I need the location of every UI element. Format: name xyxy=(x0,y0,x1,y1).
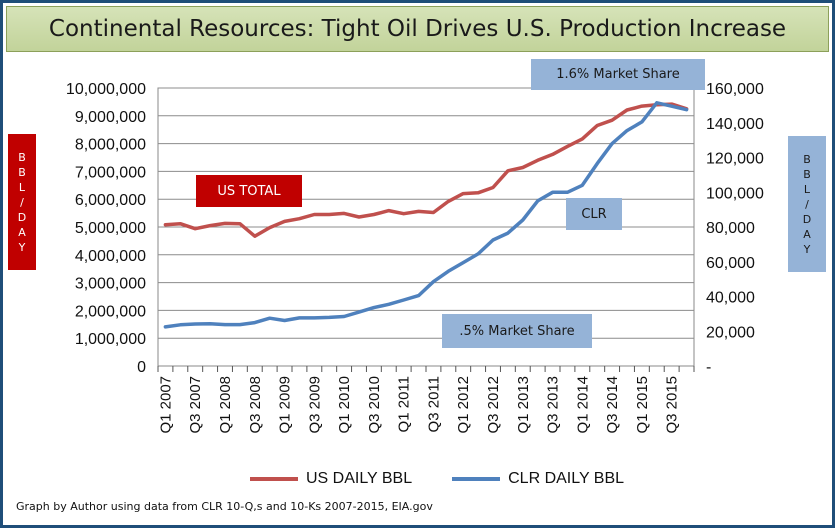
legend-item-us: US DAILY BBL xyxy=(250,470,412,488)
left-tick-label: 10,000,000 xyxy=(66,81,146,98)
x-tick-label: Q1 2011 xyxy=(396,376,413,432)
clr-badge: CLR xyxy=(566,198,622,230)
right-tick-label: 100,000 xyxy=(706,185,764,202)
x-axis: Q1 2007 Q3 2007 Q1 2008 Q3 2008 Q1 2009 Q3 20… xyxy=(157,366,695,434)
x-tick-label: Q1 2010 xyxy=(336,376,353,434)
right-tick-label: 120,000 xyxy=(706,151,764,168)
axis-title-letter: A xyxy=(803,227,811,241)
chart-title: Continental Resources: Tight Oil Drives … xyxy=(48,16,787,42)
us-total-badge: US TOTAL xyxy=(196,175,302,207)
left-tick-label: 9,000,000 xyxy=(75,109,146,126)
series-lines xyxy=(163,101,689,329)
right-tick-label: 80,000 xyxy=(706,220,755,237)
title-banner: Continental Resources: Tight Oil Drives … xyxy=(6,6,829,52)
left-tick-label: 6,000,000 xyxy=(75,192,146,209)
legend-swatch-clr xyxy=(452,477,501,481)
x-tick-label: Q3 2007 xyxy=(187,376,204,434)
low-share-badge: .5% Market Share xyxy=(442,314,592,348)
x-tick-label: Q3 2009 xyxy=(306,376,323,434)
x-tick-label: Q3 2012 xyxy=(485,376,502,434)
left-tick-label: 1,000,000 xyxy=(75,331,146,348)
x-tick-label: Q1 2015 xyxy=(634,376,651,434)
axis-title-letter: B xyxy=(803,167,811,181)
right-tick-label: 20,000 xyxy=(706,324,755,341)
left-tick-label: 3,000,000 xyxy=(75,276,146,293)
left-tick-label: 2,000,000 xyxy=(75,303,146,320)
x-tick-label: Q3 2008 xyxy=(247,376,264,434)
right-tick-label: - xyxy=(706,359,711,376)
axis-title-letter: L xyxy=(803,182,811,196)
left-tick-label: 7,000,000 xyxy=(75,164,146,181)
right-tick-label: 40,000 xyxy=(706,290,755,307)
x-tick-label: Q1 2008 xyxy=(217,376,234,434)
axis-title-letter: / xyxy=(20,195,24,209)
axis-title-letter: L xyxy=(18,180,26,194)
axis-title-letter: B xyxy=(18,150,26,164)
x-tick-label: Q1 2007 xyxy=(157,376,174,434)
axis-title-letter: D xyxy=(802,212,812,226)
left-tick-label: 0 xyxy=(137,359,146,376)
left-axis-title: B B L / D A Y xyxy=(8,134,36,270)
axis-title-letter: A xyxy=(18,225,26,239)
axis-title-letter: B xyxy=(803,152,811,166)
x-tick-label: Q1 2013 xyxy=(515,376,532,434)
axis-title-letter: Y xyxy=(803,242,811,256)
right-tick-label: 140,000 xyxy=(706,116,764,133)
x-tick-label: Q1 2014 xyxy=(574,376,591,434)
x-tick-label: Q1 2012 xyxy=(455,376,472,434)
legend-swatch-us xyxy=(250,477,298,481)
legend-item-clr: CLR DAILY BBL xyxy=(452,470,624,488)
left-tick-label: 4,000,000 xyxy=(75,248,146,265)
right-tick-label: 160,000 xyxy=(706,81,764,98)
high-share-badge: 1.6% Market Share xyxy=(531,59,705,90)
left-tick-label: 8,000,000 xyxy=(75,137,146,154)
right-tick-label: 60,000 xyxy=(706,255,755,272)
axis-title-letter: B xyxy=(18,165,26,179)
x-tick-label: Q3 2015 xyxy=(664,376,681,434)
legend-label-clr: CLR DAILY BBL xyxy=(508,470,625,487)
legend: US DAILY BBL CLR DAILY BBL xyxy=(250,470,624,488)
axis-title-letter: / xyxy=(805,197,809,211)
x-tick-label: Q3 2010 xyxy=(366,376,383,434)
legend-label-us: US DAILY BBL xyxy=(306,470,413,487)
left-tick-label: 5,000,000 xyxy=(75,220,146,237)
x-tick-label: Q3 2011 xyxy=(425,376,442,432)
x-tick-label: Q3 2013 xyxy=(545,376,562,434)
axis-title-letter: Y xyxy=(18,240,26,254)
left-axis: 0 1,000,000 2,000,000 3,000,000 4,000,000 5,0… xyxy=(66,81,146,376)
axis-title-letter: D xyxy=(17,210,27,224)
source-note: Graph by Author using data from CLR 10-Q… xyxy=(16,500,433,513)
x-tick-label: Q1 2009 xyxy=(277,376,294,434)
series-line-us-daily-bbl xyxy=(163,102,689,238)
right-axis-title: B B L / D A Y xyxy=(788,136,826,272)
x-tick-label: Q3 2014 xyxy=(604,376,621,434)
series-line-clr-daily-bbl xyxy=(163,101,689,329)
right-axis: - 20,000 40,000 60,000 80,000 100,000 120,000 1… xyxy=(706,81,764,376)
